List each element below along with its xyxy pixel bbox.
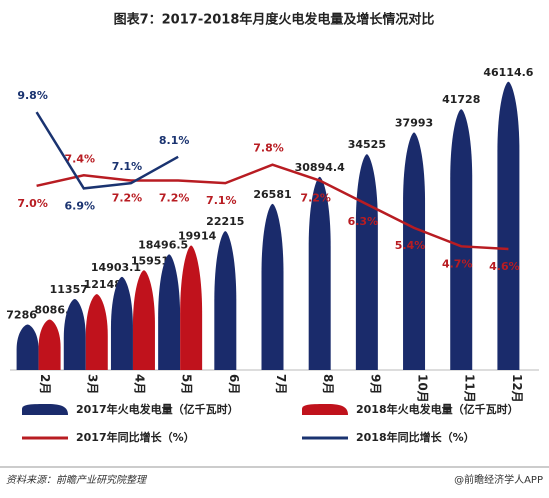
bar-label: 8086.5	[34, 303, 76, 316]
bar-label: 14903.1	[91, 261, 141, 274]
bar	[403, 132, 426, 370]
line-label: 8.1%	[159, 134, 190, 147]
bar-label: 18496.5	[138, 238, 188, 251]
line-label: 7.0%	[17, 197, 48, 210]
x-tick-label: 2月	[38, 374, 52, 394]
bar	[63, 299, 86, 370]
legend-label: 2018年同比增长（%）	[356, 430, 475, 444]
line-label: 7.4%	[65, 152, 96, 165]
line	[35, 111, 179, 190]
bar	[497, 81, 520, 370]
legend-label: 2017年火电发电量（亿千瓦时）	[76, 402, 239, 416]
credit: @前瞻经济学人APP	[454, 473, 543, 486]
bar	[355, 154, 378, 370]
bar-label: 12148	[84, 278, 122, 291]
legend-label: 2018年火电发电量（亿千瓦时）	[356, 402, 519, 416]
line-label: 4.6%	[489, 260, 520, 273]
bar	[16, 324, 39, 370]
bar-label: 15951	[131, 254, 169, 267]
chart-title: 图表7：2017-2018年月度火电发电量及增长情况对比	[114, 12, 435, 28]
line	[36, 163, 509, 251]
line-label: 6.3%	[348, 215, 379, 228]
bar-label: 41728	[442, 93, 480, 106]
x-tick-label: 10月	[416, 374, 430, 403]
bar	[85, 294, 108, 370]
x-tick-label: 6月	[227, 374, 241, 394]
bar	[38, 319, 61, 370]
legend-swatch	[302, 404, 348, 415]
bar-label: 37993	[395, 117, 433, 130]
x-tick-label: 12月	[510, 374, 524, 403]
bar	[308, 176, 331, 370]
bar-label: 30894.4	[295, 161, 345, 174]
bar	[158, 254, 181, 370]
bar	[214, 231, 237, 370]
bar	[180, 245, 203, 370]
x-tick-label: 5月	[180, 374, 194, 394]
line-label: 7.1%	[112, 160, 143, 173]
x-tick-label: 8月	[321, 374, 335, 394]
bar-label: 22215	[206, 215, 244, 228]
line-label: 7.2%	[300, 192, 331, 205]
x-tick-label: 11月	[463, 374, 477, 403]
line-label: 7.2%	[112, 192, 143, 205]
line-label: 4.7%	[442, 257, 473, 270]
line-label: 7.1%	[206, 194, 237, 207]
bar-label: 26581	[253, 188, 291, 201]
line-label: 5.4%	[395, 239, 426, 252]
bar	[110, 276, 133, 370]
line-label: 7.2%	[159, 192, 190, 205]
bar	[261, 203, 284, 370]
x-tick-label: 7月	[274, 374, 288, 394]
line-label: 9.8%	[17, 89, 48, 102]
bar-label: 46114.6	[483, 66, 533, 79]
line-label: 7.8%	[253, 142, 284, 155]
legend-label: 2017年同比增长（%）	[76, 430, 195, 444]
x-tick-label: 9月	[368, 374, 382, 394]
bar	[450, 109, 473, 370]
bar	[132, 270, 155, 370]
legend-swatch	[22, 404, 68, 415]
line-label: 6.9%	[65, 199, 96, 212]
x-tick-label: 4月	[132, 374, 146, 394]
bar-label: 19914	[178, 230, 217, 243]
x-tick-label: 3月	[85, 374, 99, 394]
source: 资料来源：前瞻产业研究院整理	[6, 474, 148, 486]
bar-label: 34525	[348, 138, 386, 151]
bar-label: 7286	[6, 308, 37, 321]
bar-label: 11357	[50, 283, 88, 296]
